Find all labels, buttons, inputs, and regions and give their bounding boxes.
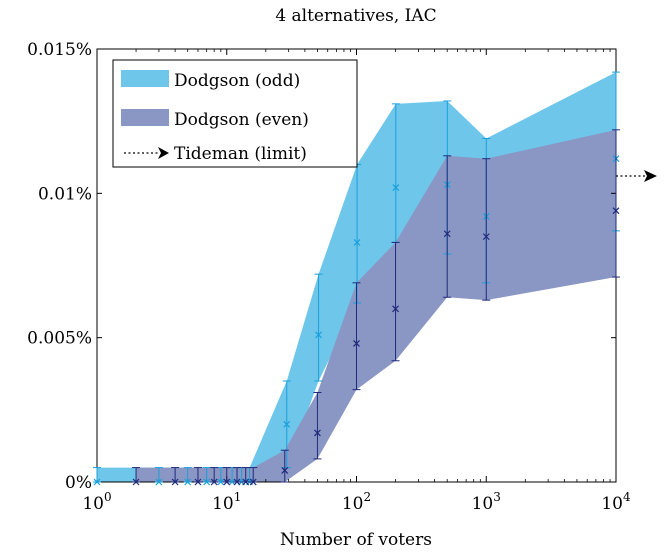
- data-point-even: [194, 478, 202, 486]
- data-point-even: [171, 478, 179, 486]
- data-point-even: [353, 340, 360, 347]
- x-tick-label-3: 103: [472, 490, 501, 514]
- data-point-even: [210, 478, 218, 486]
- x-tick-exp-3: 3: [493, 490, 501, 504]
- x-tick-exp-1: 1: [234, 490, 242, 504]
- y-tick-label-3: 0.015%: [27, 40, 92, 60]
- data-point-even: [223, 478, 231, 486]
- x-tick-exp-2: 2: [364, 490, 372, 504]
- data-point-even: [314, 429, 321, 437]
- x-tick-label-1: 101: [212, 490, 241, 514]
- x-tick-label-0: 100: [82, 490, 111, 514]
- legend: Dodgson (odd) Dodgson (even) Tideman (li…: [112, 59, 358, 168]
- x-axis-label: Number of voters: [280, 530, 432, 550]
- data-point-odd: [155, 478, 163, 486]
- x-tick-base-3: 10: [472, 494, 494, 514]
- x-tick-base-1: 10: [212, 494, 234, 514]
- legend-label-tideman: Tideman (limit): [174, 144, 307, 164]
- data-point-even: [281, 467, 289, 474]
- plot-area: 0%0.005%0.01%0.015%100 101 102 103 104: [27, 40, 657, 514]
- data-point-even: [482, 233, 490, 241]
- data-point-odd: [353, 238, 361, 246]
- legend-swatch-odd: [121, 70, 169, 87]
- data-point-even: [249, 478, 257, 486]
- tideman-limit-arrow: [644, 170, 657, 183]
- data-point-odd: [93, 478, 101, 486]
- x-tick-exp-0: 0: [104, 490, 112, 504]
- legend-arrow-tideman: [158, 147, 169, 159]
- x-tick-base-4: 10: [601, 494, 623, 514]
- chart-title: 4 alternatives, IAC: [275, 6, 436, 26]
- x-tick-base-0: 10: [82, 494, 104, 514]
- y-tick-label-0: 0%: [65, 473, 92, 493]
- data-point-odd: [315, 331, 322, 339]
- data-point-odd: [283, 420, 291, 428]
- x-tick-label-2: 102: [342, 490, 371, 514]
- x-tick-exp-4: 4: [623, 490, 631, 504]
- data-point-odd: [203, 478, 211, 486]
- y-tick-label-1: 0.005%: [27, 329, 92, 349]
- data-point-even: [612, 207, 620, 215]
- legend-label-even: Dodgson (even): [174, 110, 309, 130]
- data-point-even: [392, 305, 399, 313]
- data-point-even: [233, 478, 241, 486]
- band-even: [136, 129, 616, 482]
- data-point-even: [242, 478, 250, 486]
- data-point-odd: [392, 184, 400, 191]
- legend-label-odd: Dodgson (odd): [174, 71, 300, 91]
- data-point-odd: [228, 478, 236, 486]
- data-point-odd: [184, 478, 192, 486]
- x-tick-label-4: 104: [601, 490, 631, 514]
- y-tick-label-2: 0.01%: [38, 184, 92, 204]
- data-point-even: [443, 230, 451, 238]
- legend-swatch-even: [121, 109, 169, 126]
- data-point-odd: [217, 478, 225, 486]
- x-tick-base-2: 10: [342, 494, 364, 514]
- data-point-even: [132, 478, 140, 486]
